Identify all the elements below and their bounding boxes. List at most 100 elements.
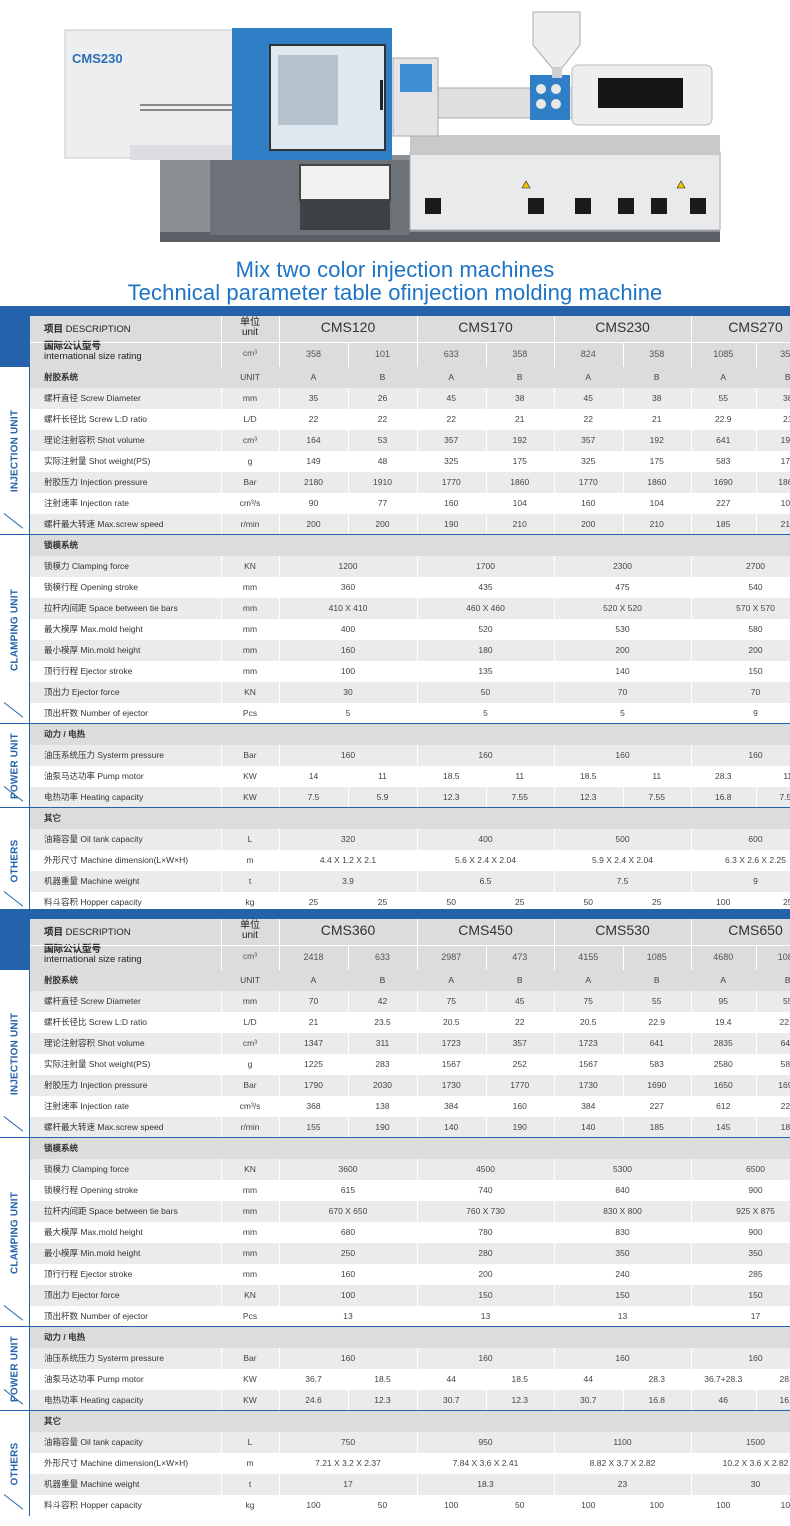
cell-divider: [691, 409, 692, 430]
table-row: 顶出力 Ejector force KN 100 150 150 150: [30, 1285, 790, 1306]
row-unit: r/min: [240, 519, 260, 529]
table-row: 注射速率 Injection rate cm³/s 368 138 384 160 384 2…: [30, 1096, 790, 1117]
cell-divider: [417, 598, 418, 619]
row-label: 螺杆长径比 Screw L:D ratio: [44, 1017, 147, 1027]
row-label: 最大模厚 Max.mold height: [44, 1227, 143, 1237]
cell-divider: [485, 472, 487, 493]
row-value: 17: [750, 1311, 761, 1321]
cell-divider: [554, 787, 555, 808]
cell-divider: [221, 1264, 222, 1285]
cell-divider: [279, 493, 280, 514]
table-row: 机器重量 Machine weight t 3.9 6.5 7.5 9: [30, 871, 790, 892]
row-value: 350: [615, 1248, 630, 1258]
row-value: 50: [515, 1500, 525, 1510]
cell-divider: [554, 1369, 555, 1390]
row-unit: mm: [242, 1269, 258, 1279]
cell-divider: [221, 1495, 222, 1516]
machine-illustration: CMS230: [0, 0, 790, 255]
row-value: 104: [780, 498, 790, 508]
header-divider: [30, 945, 790, 946]
row-label: 油箱容量 Oil tank capacity: [44, 834, 143, 844]
row-value: 400: [478, 834, 493, 844]
cell-divider: [417, 1432, 418, 1453]
row-value: 252: [512, 1059, 527, 1069]
section-title: 动力 / 电热: [44, 1332, 86, 1342]
row-unit: mm: [242, 666, 258, 676]
cell-divider: [221, 1201, 222, 1222]
header-description-zh: 项目: [44, 324, 64, 335]
row-value: 190: [375, 1122, 390, 1132]
cell-divider: [221, 556, 222, 577]
row-unit: mm: [242, 1227, 258, 1237]
row-value: 28.3: [779, 1374, 790, 1384]
cell-divider: [221, 1432, 222, 1453]
table-row: 拉杆内间距 Space between tie bars mm 410 X 410 4…: [30, 598, 790, 619]
row-label: 锁模力 Clamping force: [44, 561, 130, 571]
model-size-b: 633: [374, 952, 391, 962]
cell-divider: [417, 1243, 418, 1264]
row-value: 900: [748, 1227, 763, 1237]
row-value: 25: [783, 897, 790, 907]
row-value: 140: [615, 666, 630, 676]
section-side-label: POWER UNIT: [0, 1327, 30, 1411]
row-value: 55: [652, 996, 662, 1006]
row-value: 45: [446, 393, 456, 403]
row-value: 140: [581, 1122, 596, 1132]
row-label: 拉杆内间距 Space between tie bars: [44, 603, 178, 613]
row-value: 12.3: [374, 1395, 391, 1405]
row-value: 7.84 X 3.6 X 2.41: [452, 1458, 519, 1468]
row-unit: Pcs: [242, 1311, 258, 1321]
row-value: 100: [716, 1500, 731, 1510]
row-value: 570 X 570: [736, 603, 775, 613]
cell-divider: [417, 388, 418, 409]
row-value: 50: [377, 1500, 388, 1510]
cell-divider: [279, 1453, 280, 1474]
cell-divider: [348, 388, 349, 409]
header-divider: [485, 946, 487, 970]
header-band: [0, 909, 790, 921]
row-value: 75: [583, 996, 593, 1006]
row-value: 580: [748, 624, 763, 634]
table-row: 外形尺寸 Machine dimension(L×W×H) m 4.4 X 1.2 …: [30, 850, 790, 871]
row-value: 28.3: [714, 771, 732, 781]
row-value: 135: [478, 666, 493, 676]
header-unit-en: unit: [241, 327, 259, 338]
table-row: 螺杆最大转速 Max.screw speed r/min 155 190 140 190 1…: [30, 1117, 790, 1138]
row-value: 7.5: [307, 792, 320, 802]
model-name: CMS170: [458, 319, 513, 335]
cell-divider: [279, 430, 280, 451]
cell-divider: [554, 703, 555, 724]
row-label: 电热功率 Heating capacity: [44, 792, 144, 802]
cell-divider: [485, 1012, 487, 1033]
cell-divider: [348, 451, 349, 472]
cell-divider: [691, 661, 692, 682]
row-value: 615: [340, 1185, 356, 1195]
model-size-b: 101: [374, 349, 391, 359]
row-value: 21: [308, 1017, 319, 1027]
row-value: 9: [753, 876, 758, 886]
row-value: 1347: [304, 1038, 323, 1048]
row-unit: KN: [244, 1164, 256, 1174]
cell-divider: [279, 1054, 280, 1075]
table-row: 顶出杆数 Number of ejector Pcs 13 13 13 17: [30, 1306, 790, 1327]
cell-divider: [691, 451, 692, 472]
row-label: 油箱容量 Oil tank capacity: [44, 1437, 143, 1447]
cell-divider: [221, 682, 222, 703]
row-value: 12.3: [579, 792, 597, 802]
row-value: 227: [780, 1101, 790, 1111]
cell-divider: [554, 1117, 555, 1138]
row-value: 435: [478, 582, 493, 592]
cell-divider: [554, 514, 555, 535]
cell-divider: [554, 850, 555, 871]
model-size-b: 473: [512, 952, 528, 962]
row-value: 160: [581, 498, 596, 508]
cell-divider: [279, 388, 280, 409]
row-value: 50: [446, 897, 456, 907]
section-column-label: A: [448, 372, 455, 382]
table-row: 实际注射量 Shot weight(PS) g 149 48 325 175 325 175 5…: [30, 451, 790, 472]
cell-divider: [691, 1033, 692, 1054]
cell-divider: [221, 640, 222, 661]
model-size-a: 824: [580, 349, 596, 359]
cell-divider: [485, 1054, 487, 1075]
table-row: 料斗容积 Hopper capacity kg 25 25 50 25 50 25 100 25: [30, 892, 790, 913]
